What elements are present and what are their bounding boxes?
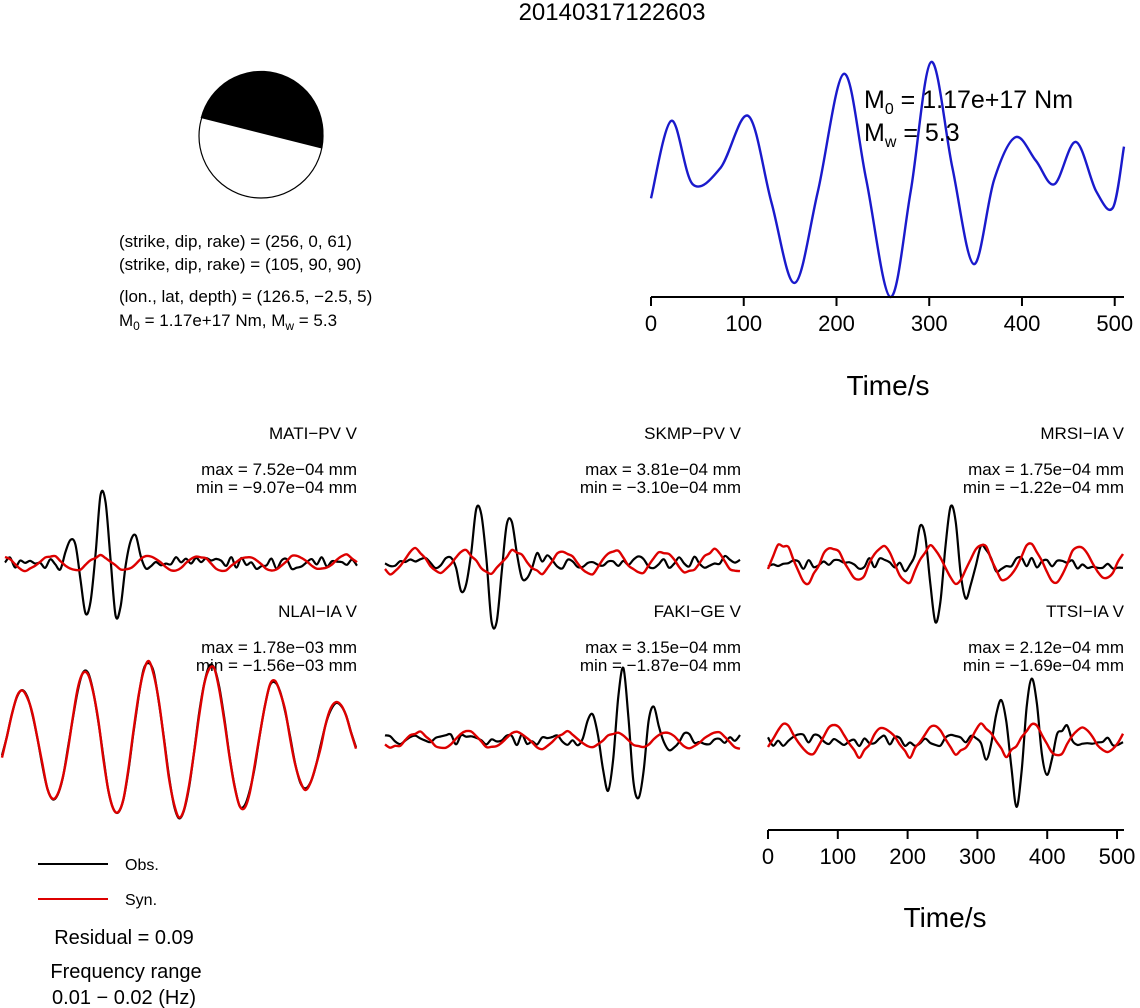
wf-axis-tick-label: 300 [959,844,996,869]
stf-line [649,60,1126,299]
obs-waveform [384,666,741,800]
obs-waveform [4,489,358,620]
wf-axis-tick-label: 400 [1029,844,1066,869]
waveform-axis-label: Time/s [904,902,987,933]
stf-axis-tick-label: 0 [645,311,657,336]
waveform-time-axis: 0 100 200 300 400 500 [762,829,1136,869]
station-min: min = −1.56e−03 mm [196,656,357,675]
stf-axis-tick-label: 200 [818,311,855,336]
wf-axis-tick-label: 100 [819,844,856,869]
station-name: NLAI−IA V [278,602,358,621]
compressional-quadrant [200,70,324,149]
station-min: min = −1.22e−04 mm [963,478,1124,497]
station-max: max = 1.75e−04 mm [968,460,1124,479]
syn-waveform [0,659,358,819]
stf-mw-label: Mw = 5.3 [864,119,960,151]
focal-parameters: (strike, dip, rake) = (256, 0, 61) (stri… [119,232,372,333]
station-name: MRSI−IA V [1040,424,1124,443]
syn-waveform [384,729,741,751]
station-max: max = 3.81e−04 mm [585,460,741,479]
station-name: MATI−PV V [269,424,358,443]
station-name: TTSI−IA V [1046,602,1125,621]
frequency-range-value: 0.01 − 0.02 (Hz) [52,987,196,1008]
legend-obs-label: Obs. [125,857,159,874]
strike-dip-rake-1: (strike, dip, rake) = (256, 0, 61) [119,232,352,251]
wf-axis-tick-label: 0 [762,844,774,869]
moment-text: M0 = 1.17e+17 Nm, Mw = 5.3 [119,311,337,333]
syn-waveform [766,722,1125,759]
wf-axis-tick-label: 500 [1099,844,1136,869]
station-max: max = 3.15e−04 mm [585,638,741,657]
stf-axis-tick-label: 400 [1004,311,1041,336]
stf-axis-tick-label: 500 [1096,311,1133,336]
stf-axis-tick-label: 100 [725,311,762,336]
obs-waveform [384,504,741,630]
station-name: SKMP−PV V [644,424,742,443]
obs-waveform [767,504,1124,624]
location-text: (lon., lat, depth) = (126.5, −2.5, 5) [119,287,372,306]
station-min: min = −1.69e−04 mm [963,656,1124,675]
stf-axis-tick-label: 300 [911,311,948,336]
legend-syn-label: Syn. [125,892,157,909]
station-max: max = 2.12e−04 mm [968,638,1124,657]
syn-waveform [766,542,1125,586]
legend: Obs. Syn. [38,857,159,909]
stf-axis-label: Time/s [847,370,930,401]
station-name: FAKI−GE V [654,602,742,621]
figure-title: 20140317122603 [519,0,706,26]
strike-dip-rake-2: (strike, dip, rake) = (105, 90, 90) [119,255,361,274]
stf-panel: M0 = 1.17e+17 Nm Mw = 5.3 0 100 200 300 400 5… [645,60,1133,401]
syn-waveform [384,546,741,576]
station-max: max = 7.52e−04 mm [201,460,357,479]
stf-m0-label: M0 = 1.17e+17 Nm [864,86,1073,118]
station-min: min = −9.07e−04 mm [196,478,357,497]
station-max: max = 1.78e−03 mm [201,638,357,657]
stf-time-axis: 0 100 200 300 400 500 [645,296,1133,336]
residual-text: Residual = 0.09 [54,927,194,949]
obs-waveform [0,661,358,820]
station-min: min = −3.10e−04 mm [580,478,741,497]
wf-axis-tick-label: 200 [889,844,926,869]
station-min: min = −1.87e−04 mm [580,656,741,675]
focal-mechanism-beachball [198,70,324,199]
frequency-range-label: Frequency range [50,961,201,983]
syn-waveform [4,553,358,573]
